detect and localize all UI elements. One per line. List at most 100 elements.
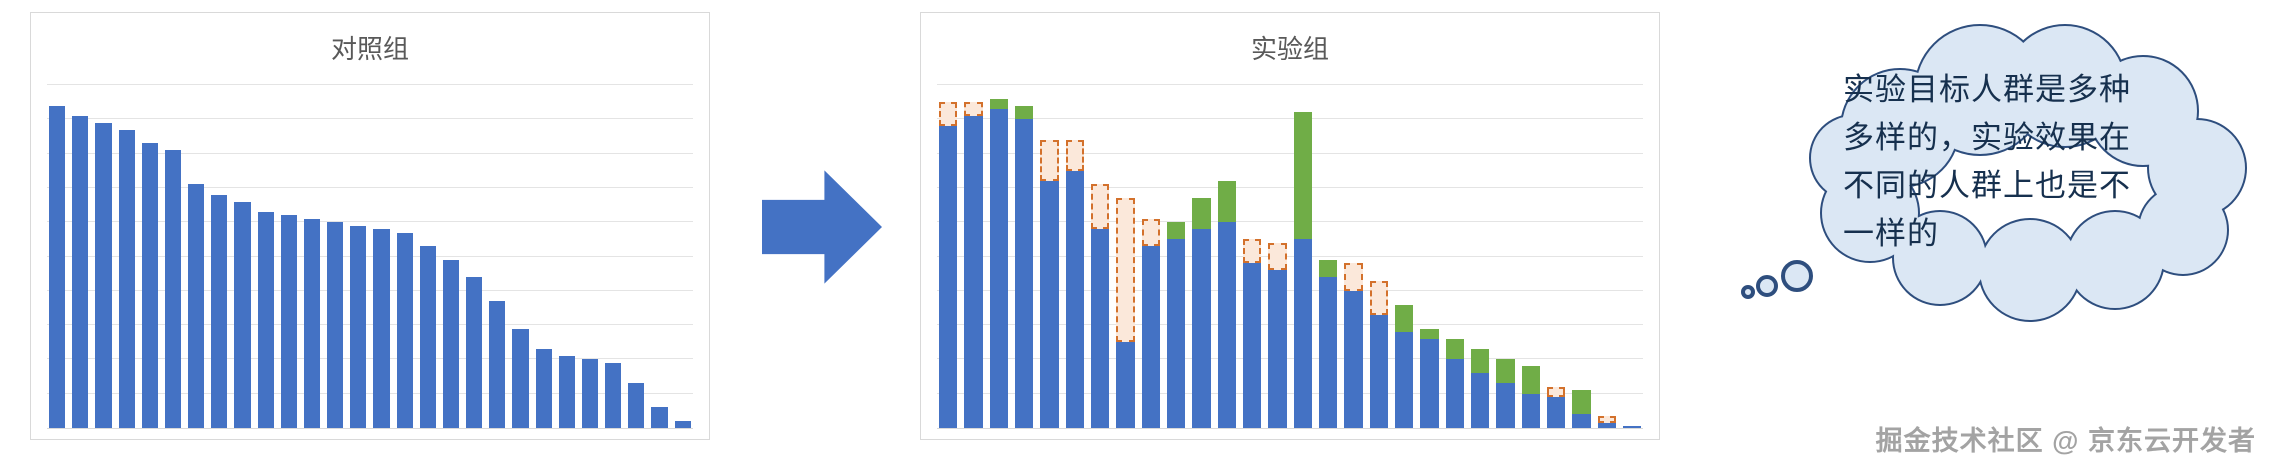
bar — [95, 85, 112, 428]
gridline — [937, 84, 1643, 85]
bar — [257, 85, 274, 428]
bar — [350, 85, 367, 428]
bar-series — [49, 85, 691, 428]
bar — [1192, 85, 1211, 428]
bar — [964, 85, 983, 428]
right-arrow-icon — [762, 170, 882, 284]
bar-segment-gain — [1445, 338, 1464, 360]
bar-segment-base — [1141, 246, 1160, 428]
bar-segment-loss — [1344, 263, 1363, 291]
bar-segment-base — [1420, 338, 1439, 428]
gridline — [47, 289, 693, 291]
gridline — [937, 152, 1643, 154]
bar-segment-loss — [1268, 242, 1287, 271]
bar-segment-base — [1445, 359, 1464, 428]
bar-segment-gain — [1293, 112, 1312, 240]
bar — [1572, 85, 1591, 428]
bar — [605, 85, 622, 428]
bar-segment-base — [211, 194, 228, 428]
bar-segment-base — [72, 115, 89, 428]
bar — [1090, 85, 1110, 428]
bar — [1318, 85, 1338, 428]
bar-series — [939, 85, 1642, 428]
bar-segment-loss — [1546, 386, 1566, 398]
bar-segment-loss — [1065, 139, 1084, 171]
bar-segment-base — [1116, 342, 1135, 428]
bar — [72, 85, 89, 428]
bar — [1521, 85, 1540, 428]
bubble-text-line: 多样的，实验效果在 — [1843, 120, 2131, 156]
bar-segment-loss — [939, 102, 958, 127]
bar-segment-base — [419, 246, 436, 428]
bar — [628, 85, 645, 428]
bar-segment-base — [350, 225, 367, 428]
bar-segment-gain — [1470, 349, 1490, 374]
bar — [1116, 85, 1135, 428]
bar-segment-gain — [1318, 259, 1338, 278]
bar — [581, 85, 599, 428]
bar-segment-base — [581, 359, 599, 428]
control-chart-title: 对照组 — [330, 34, 409, 64]
bar-segment-loss — [964, 102, 983, 116]
bar — [396, 85, 413, 428]
gridline — [937, 186, 1643, 188]
bar-segment-base — [141, 143, 158, 428]
bar-segment-loss — [1040, 139, 1059, 182]
bar-segment-base — [303, 218, 321, 428]
bar-segment-gain — [1420, 328, 1439, 339]
bar — [141, 85, 158, 428]
watermark-text: 掘金技术社区 @ 京东云开发者 — [1875, 426, 2256, 456]
bar-segment-base — [651, 407, 668, 428]
bar-segment-base — [939, 126, 958, 428]
bar — [1622, 85, 1642, 428]
bar-segment-gain — [1521, 366, 1540, 394]
bar-segment-base — [674, 421, 691, 428]
gridline — [937, 289, 1643, 291]
gridline — [47, 84, 693, 85]
bar-segment-base — [1090, 229, 1110, 428]
bar — [1420, 85, 1439, 428]
bar-segment-base — [164, 150, 182, 428]
bar — [118, 85, 135, 428]
bar-segment-base — [1394, 331, 1414, 428]
bar-segment-base — [327, 222, 344, 428]
bar — [651, 85, 668, 428]
bar-segment-loss — [1242, 239, 1262, 264]
bar-segment-base — [1622, 426, 1642, 428]
gridline — [47, 221, 693, 223]
bar — [939, 85, 958, 428]
bar-segment-base — [489, 301, 506, 428]
bar — [1470, 85, 1490, 428]
bar-segment-gain — [1014, 105, 1034, 120]
bar-segment-gain — [1496, 359, 1515, 384]
bar — [373, 85, 390, 428]
bar — [1040, 85, 1059, 428]
bar-segment-loss — [1597, 416, 1616, 423]
bar — [1293, 85, 1312, 428]
bar — [1445, 85, 1464, 428]
bar-segment-loss — [1116, 198, 1135, 343]
bar — [1496, 85, 1515, 428]
thought-bubble: 实验目标人群是多种 多样的，实验效果在 不同的人群上也是不 一样的 — [1735, 8, 2270, 368]
bar-segment-base — [1166, 239, 1186, 428]
cloud-shape-icon — [1741, 24, 2247, 322]
bar-segment-base — [1369, 314, 1388, 428]
bar — [674, 85, 691, 428]
bar — [1394, 85, 1414, 428]
bar-segment-gain — [1394, 304, 1414, 332]
bar-segment-base — [535, 349, 552, 428]
bar — [234, 85, 251, 428]
bar-segment-base — [1496, 383, 1515, 428]
bar-segment-base — [1572, 414, 1591, 428]
bar — [419, 85, 436, 428]
control-chart-panel: 对照组 — [30, 12, 710, 440]
gridline — [937, 358, 1643, 360]
bar-segment-gain — [1572, 390, 1591, 415]
bar-segment-base — [49, 105, 66, 428]
bar-segment-base — [1192, 229, 1211, 428]
bar — [989, 85, 1008, 428]
bar — [512, 85, 529, 428]
bar-segment-base — [1065, 170, 1084, 428]
bar — [535, 85, 552, 428]
gridline — [47, 392, 693, 394]
